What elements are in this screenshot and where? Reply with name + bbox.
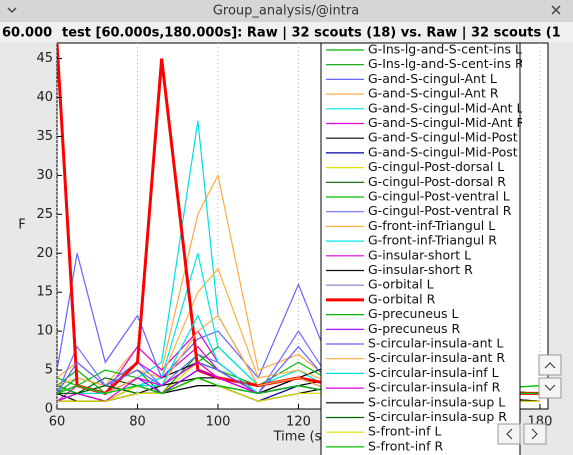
figure-title: test [60.000s,180.000s]: Raw | 32 scouts… (62, 26, 561, 41)
legend-label: G-and-S-cingul-Mid-Post R (368, 144, 531, 159)
y-tick-label: 15 (36, 285, 53, 300)
legend-label: S-circular-insula-inf R (368, 380, 501, 395)
scroll-left-icon (506, 428, 513, 440)
y-tick-label: 0 (45, 402, 53, 417)
legend-label: G-cingul-Post-ventral L (368, 189, 510, 204)
legend-label: S-circular-insula-inf L (368, 365, 499, 380)
legend-label: G-orbital L (368, 277, 434, 292)
legend-label: G-precuneus R (368, 321, 461, 336)
menu-button[interactable] (7, 7, 17, 14)
window-title: Group_analysis/@intra (213, 4, 359, 19)
legend-label: G-Ins-lg-and-S-cent-ins R (368, 56, 524, 71)
scroll-right-button[interactable] (523, 423, 547, 445)
y-tick-label: 45 (36, 51, 53, 66)
x-tick-label: 100 (206, 415, 231, 430)
legend-label: G-front-inf-Triangul L (368, 218, 495, 233)
legend-label: G-insular-short L (368, 247, 471, 262)
legend-label: G-front-inf-Triangul R (368, 233, 497, 248)
legend-label: S-front-inf L (368, 424, 441, 439)
scroll-left-button[interactable] (497, 423, 521, 445)
scroll-right-icon (531, 428, 538, 440)
legend-label: G-orbital R (368, 291, 436, 306)
y-tick-label: 40 (36, 90, 53, 105)
time-display: 60.000 (2, 26, 52, 41)
scroll-down-button[interactable] (538, 377, 562, 399)
scroll-up-icon (544, 362, 556, 369)
legend-label: G-cingul-Post-dorsal R (368, 174, 506, 189)
legend-label: G-and-S-cingul-Ant R (368, 86, 499, 101)
header-bar (0, 22, 573, 43)
legend-label: G-and-S-cingul-Mid-Ant R (368, 115, 526, 130)
legend-label: S-circular-insula-ant R (368, 350, 505, 365)
legend-label: S-circular-insula-ant L (368, 336, 503, 351)
x-tick-label: 120 (286, 415, 311, 430)
title-bar (0, 0, 573, 22)
close-button[interactable] (551, 5, 561, 15)
x-tick-label: 60 (49, 415, 66, 430)
legend-label: G-insular-short R (368, 262, 473, 277)
x-axis-label: Time (s) (273, 430, 327, 445)
y-tick-label: 30 (36, 168, 53, 183)
legend-label: S-front-inf R (368, 438, 443, 453)
x-tick-label: 80 (129, 415, 146, 430)
y-tick-label: 5 (45, 363, 53, 378)
legend-label: S-circular-insula-sup R (368, 409, 507, 424)
y-tick-label: 35 (36, 129, 53, 144)
legend-label: G-cingul-Post-ventral R (368, 203, 512, 218)
legend-label: G-cingul-Post-dorsal L (368, 159, 504, 174)
legend-label: G-precuneus L (368, 306, 459, 321)
legend-label: G-and-S-cingul-Ant L (368, 71, 497, 86)
scroll-down-icon (544, 384, 556, 391)
legend (320, 43, 521, 455)
legend-label: S-circular-insula-sup L (368, 394, 505, 409)
legend-label: G-Ins-lg-and-S-cent-ins L (368, 42, 522, 57)
legend-label: G-and-S-cingul-Mid-Ant L (368, 100, 524, 115)
y-axis-label: F (18, 218, 25, 233)
legend-label: G-and-S-cingul-Mid-Post L (368, 130, 529, 145)
y-tick-label: 25 (36, 207, 53, 222)
y-tick-label: 10 (36, 324, 53, 339)
y-tick-label: 20 (36, 246, 53, 261)
scroll-up-button[interactable] (538, 354, 562, 376)
